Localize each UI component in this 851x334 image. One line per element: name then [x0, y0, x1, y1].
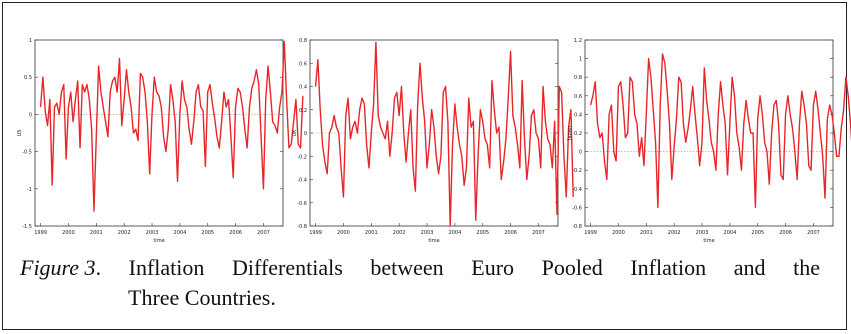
- chart-panels: -1.5 -1 -0.5 0 0.5 1 1999 2000 2001 2002 2003 2004 2…: [15, 36, 851, 246]
- x-axis-label: time: [428, 238, 439, 244]
- caption-word: and: [733, 255, 766, 280]
- series-line: [39, 40, 304, 212]
- chart-japan-svg: -0.8 -0.6 -0.4 -0.2 0 0.2 0.4 0.6 0.8 1 1.2 1999 200…: [567, 38, 851, 244]
- y-tick-label: 0: [304, 131, 307, 137]
- y-tick-label: 0: [29, 112, 32, 118]
- y-tick-label: 0.8: [574, 75, 582, 81]
- y-tick-label: -0.6: [297, 201, 307, 207]
- y-axis-label: US: [17, 130, 23, 137]
- y-tick-label: 1: [579, 57, 582, 63]
- x-tick-label: 2000: [337, 230, 350, 236]
- figure-frame: [2, 2, 847, 330]
- caption-word: Pooled: [541, 255, 603, 280]
- y-tick-label: -0.4: [572, 187, 582, 193]
- x-tick-label: 2002: [668, 230, 681, 236]
- y-tick-label: 0.5: [24, 75, 32, 81]
- x-tick-label: 1999: [34, 230, 47, 236]
- y-tick-label: -0.8: [297, 224, 307, 230]
- caption-label-group: Figure 3.: [20, 255, 102, 280]
- chart-japan: -0.8 -0.6 -0.4 -0.2 0 0.2 0.4 0.6 0.8 1 1.2 1999 200…: [565, 36, 851, 246]
- caption-word: between: [370, 255, 444, 280]
- x-tick-label: 2007: [532, 230, 545, 236]
- caption-word: Euro: [471, 255, 515, 280]
- x-tick-label: 2001: [640, 230, 653, 236]
- x-tick-label: 2003: [696, 230, 709, 236]
- y-tick-label: -0.4: [297, 178, 307, 184]
- y-tick-label: -0.2: [572, 168, 582, 174]
- y-tick-label: -0.8: [572, 224, 582, 230]
- y-tick-label: 0.8: [299, 38, 307, 44]
- caption-line-1: Figure 3. Inflation Differentials betwee…: [20, 253, 820, 283]
- x-tick-label: 2005: [476, 230, 489, 236]
- y-axis-label: Japan: [567, 126, 573, 141]
- chart-uk: -0.8 -0.6 -0.4 -0.2 0 0.2 0.4 0.6 0.8 1999 2000 200…: [290, 36, 574, 246]
- x-tick-label: 2004: [174, 230, 187, 236]
- y-tick-label: 0.2: [574, 131, 582, 137]
- x-tick-label: 2000: [62, 230, 75, 236]
- caption-word: Differentials: [232, 255, 343, 280]
- caption-label: Figure 3: [20, 255, 96, 280]
- x-tick-label: 2004: [449, 230, 462, 236]
- x-tick-label: 1999: [584, 230, 597, 236]
- plot-area: [34, 39, 284, 227]
- chart-us-svg: -1.5 -1 -0.5 0 0.5 1 1999 2000 2001 2002 2003 2004 2…: [17, 38, 304, 244]
- y-tick-label: 0.2: [299, 108, 307, 114]
- x-tick-label: 2005: [751, 230, 764, 236]
- y-tick-label: 1: [29, 38, 32, 44]
- y-tick-label: 0.6: [299, 61, 307, 67]
- y-tick-label: 0: [579, 150, 582, 156]
- x-tick-label: 2002: [118, 230, 131, 236]
- x-tick-label: 2002: [393, 230, 406, 236]
- y-tick-label: -0.2: [297, 154, 307, 160]
- y-tick-label: -1.5: [22, 224, 32, 230]
- x-tick-label: 2006: [229, 230, 242, 236]
- chart-us: -1.5 -1 -0.5 0 0.5 1 1999 2000 2001 2002 2003 2004 2…: [15, 36, 304, 246]
- y-tick-label: 1.2: [574, 38, 582, 44]
- y-tick-label: -1: [27, 187, 32, 193]
- y-tick-label: -0.6: [572, 205, 582, 211]
- x-axis-label: time: [703, 238, 714, 244]
- x-tick-label: 2007: [257, 230, 270, 236]
- y-tick-label: 0.4: [574, 112, 582, 118]
- x-tick-label: 2000: [612, 230, 625, 236]
- caption-word: Inflation: [630, 255, 707, 280]
- series-line: [589, 53, 851, 209]
- y-tick-label: -0.5: [22, 150, 32, 156]
- caption-word: Inflation: [128, 255, 205, 280]
- x-tick-label: 2003: [421, 230, 434, 236]
- x-tick-label: 2004: [724, 230, 737, 236]
- x-tick-label: 1999: [309, 230, 322, 236]
- y-tick-label: 0.4: [299, 85, 307, 91]
- x-axis-label: time: [153, 238, 164, 244]
- caption-word: the: [793, 255, 820, 280]
- x-tick-label: 2006: [779, 230, 792, 236]
- figure-caption: Figure 3. Inflation Differentials betwee…: [20, 253, 820, 313]
- y-tick-label: 0.6: [574, 94, 582, 100]
- x-tick-label: 2001: [90, 230, 103, 236]
- plot-area: [584, 39, 834, 227]
- x-tick-label: 2001: [365, 230, 378, 236]
- caption-line-2: Three Countries.: [128, 285, 276, 310]
- x-tick-label: 2006: [504, 230, 517, 236]
- x-tick-label: 2005: [201, 230, 214, 236]
- x-tick-label: 2003: [146, 230, 159, 236]
- series-line: [314, 41, 574, 227]
- y-axis-label: UK: [292, 129, 298, 137]
- x-tick-label: 2007: [807, 230, 820, 236]
- chart-uk-svg: -0.8 -0.6 -0.4 -0.2 0 0.2 0.4 0.6 0.8 1999 2000 200…: [292, 38, 574, 244]
